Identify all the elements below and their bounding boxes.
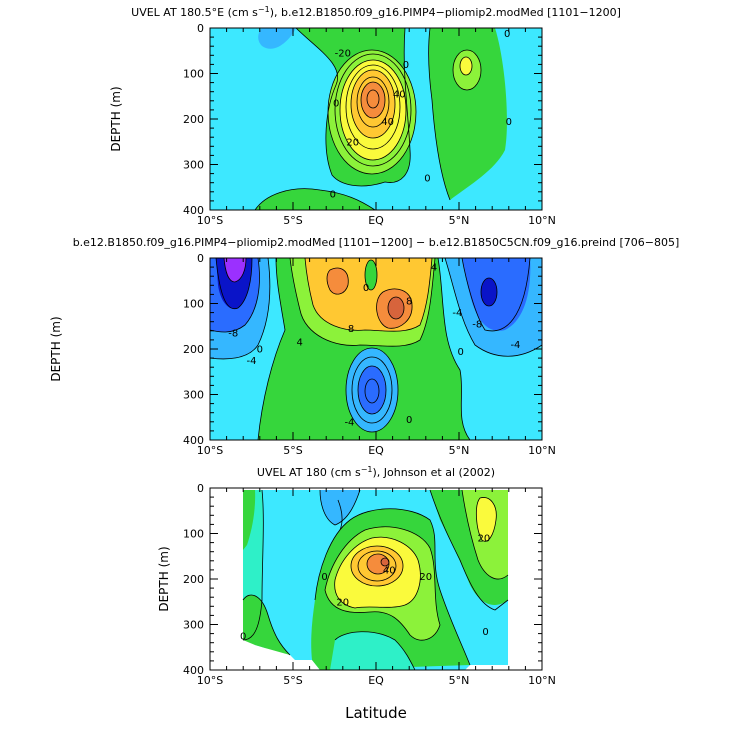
contour-label: 0 [257, 345, 263, 356]
panel-2-region-purple [224, 258, 246, 282]
y-tick-label: 400 [183, 664, 204, 677]
contour-label: 0 [321, 572, 327, 583]
panel-1-region-green-bottom [255, 188, 375, 210]
panel-1-contours [210, 28, 542, 210]
contour-label: 20 [419, 572, 432, 583]
x-tick-label: 10°N [528, 214, 556, 227]
contour-label: 4 [431, 263, 437, 274]
contour-label: -8 [472, 319, 482, 330]
contour-label: 40 [383, 565, 396, 576]
x-tick-label: 5°N [449, 444, 470, 457]
y-tick-label: 100 [183, 68, 204, 81]
panel-2-region-deepblue-right [481, 278, 497, 306]
x-tick-label: 10°S [197, 214, 223, 227]
contour-label: 40 [393, 89, 406, 100]
contour-label: 4 [296, 338, 302, 349]
contour-label: 0 [240, 631, 246, 642]
y-tick-label: 300 [183, 389, 204, 402]
contour-label: 0 [504, 29, 510, 40]
x-tick-label: 5°S [283, 674, 302, 687]
y-axis-label: DEPTH (m) [109, 86, 123, 151]
contour-label: 0 [406, 415, 412, 426]
x-tick-label: 5°N [449, 214, 470, 227]
panel-1-region-yellow-spot [460, 57, 472, 75]
x-tick-label: EQ [368, 214, 384, 227]
panel-1-title: UVEL AT 180.5°E (cm s−1), b.e12.B1850.f0… [131, 5, 621, 19]
y-tick-label: 0 [197, 22, 204, 35]
panel-1-contour-labels: -20 0 0 0 40 40 20 0 0 0 [330, 29, 512, 201]
panel-2-region-orange-left [327, 268, 349, 295]
panel-2: b.e12.B1850.f09_g16.PIMP4−pliomip2.modMe… [49, 236, 679, 457]
contour-label: 8 [348, 324, 354, 335]
contour-label: -8 [228, 329, 238, 340]
panel-3-title: UVEL AT 180 (cm s−1), Johnson et al (200… [257, 465, 495, 479]
x-tick-label: 5°N [449, 674, 470, 687]
contour-label: 20 [478, 534, 491, 545]
contour-label: -4 [510, 340, 520, 351]
contour-label: 20 [346, 137, 359, 148]
panel-3-contour-labels: 20 0 40 20 20 0 0 [240, 534, 491, 643]
panel-3-region-green-left-bottom [243, 595, 290, 655]
x-tick-label: 10°N [528, 674, 556, 687]
panel-3-region-darkorange [381, 558, 389, 566]
panel-2-region-green-pocket [365, 260, 377, 290]
x-tick-label: 10°N [528, 444, 556, 457]
contour-label: -4 [344, 417, 354, 428]
contour-label: 0 [424, 174, 430, 185]
contour-label: 0 [506, 117, 512, 128]
panel-2-title: b.e12.B1850.f09_g16.PIMP4−pliomip2.modMe… [73, 236, 680, 249]
contour-label: -4 [247, 356, 257, 367]
panel-2-contours [210, 258, 542, 440]
panel-2-region-darkorange [388, 297, 404, 319]
panel-3-region-lightblue [320, 490, 360, 525]
y-tick-label: 0 [197, 482, 204, 495]
x-tick-label: 10°S [197, 674, 223, 687]
x-tick-label: 5°S [283, 444, 302, 457]
x-tick-label: EQ [368, 674, 384, 687]
y-tick-label: 400 [183, 434, 204, 447]
contour-label: 0 [330, 190, 336, 201]
panel-1-region-lightblue [258, 28, 296, 49]
panel-1-region-green-right [428, 28, 507, 200]
x-axis-label: Latitude [345, 704, 407, 722]
y-axis-label: DEPTH (m) [49, 316, 63, 381]
y-tick-label: 100 [183, 298, 204, 311]
panel-1: UVEL AT 180.5°E (cm s−1), b.e12.B1850.f0… [109, 5, 621, 227]
panel-1-region-orange [361, 82, 385, 118]
x-tick-label: 5°S [283, 214, 302, 227]
x-tick-label: EQ [368, 444, 384, 457]
y-tick-label: 200 [183, 573, 204, 586]
y-axis-label: DEPTH (m) [157, 546, 171, 611]
y-tick-label: 200 [183, 343, 204, 356]
contour-label: -4 [452, 308, 462, 319]
y-tick-label: 400 [183, 204, 204, 217]
y-tick-label: 0 [197, 252, 204, 265]
panel-2-region-blue [358, 366, 386, 414]
contour-label: 8 [406, 297, 412, 308]
x-tick-label: 10°S [197, 444, 223, 457]
panel-3-region-green-left [243, 490, 256, 550]
contour-label: 0 [457, 347, 463, 358]
y-tick-label: 100 [183, 528, 204, 541]
contour-label: 0 [363, 283, 369, 294]
contour-label: 0 [403, 60, 409, 71]
contour-label: 20 [336, 597, 349, 608]
contour-label: 0 [482, 627, 488, 638]
y-tick-label: 300 [183, 619, 204, 632]
panel-3: UVEL AT 180 (cm s−1), Johnson et al (200… [157, 465, 556, 687]
panel-3-contours [210, 488, 542, 670]
contour-label: -20 [335, 49, 351, 60]
y-tick-label: 200 [183, 113, 204, 126]
y-tick-label: 300 [183, 159, 204, 172]
contour-label: 0 [333, 99, 339, 110]
panel-3-region-yellow-right [476, 497, 497, 542]
contour-label: 40 [381, 117, 394, 128]
panel-3-region-aqua-bottom [330, 631, 415, 670]
panel-2-contour-labels: 40-488 -8-84-40 -40-4 0 [228, 263, 520, 429]
